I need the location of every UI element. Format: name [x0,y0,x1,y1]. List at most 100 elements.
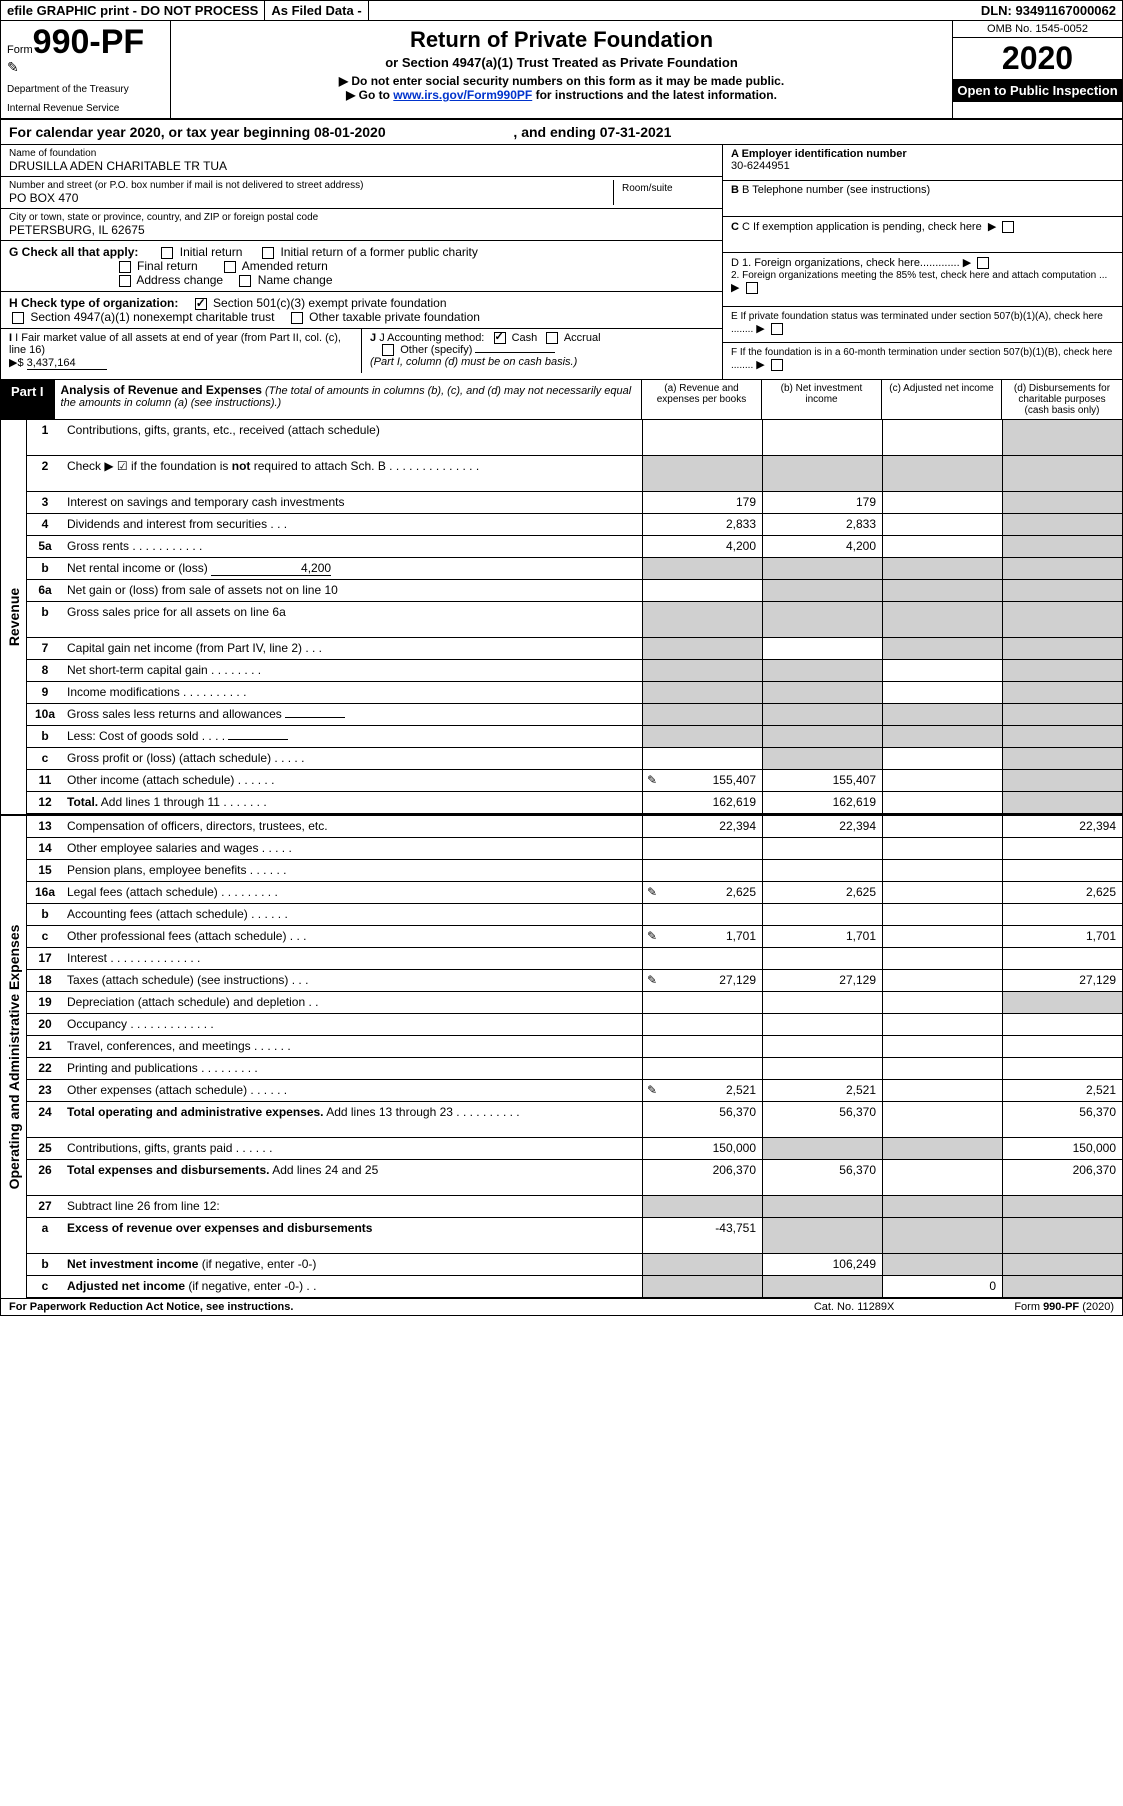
h-other-checkbox[interactable] [291,312,303,324]
e-checkbox[interactable] [771,323,783,335]
header-left: Form990-PF ✎ Department of the Treasury … [1,21,171,118]
cell-b [762,602,882,637]
cell-b: 179 [762,492,882,513]
table-row: bGross sales price for all assets on lin… [27,602,1122,638]
cell-c [882,838,1002,859]
d2-label: 2. Foreign organizations meeting the 85%… [731,270,1107,281]
row-label: Total operating and administrative expen… [63,1102,642,1137]
h-4947: Section 4947(a)(1) nonexempt charitable … [30,310,274,324]
cell-d [1002,682,1122,703]
cal-begin: For calendar year 2020, or tax year begi… [9,124,386,140]
col-b-head: (b) Net investment income [762,380,882,419]
row-number: b [27,558,63,579]
f-checkbox[interactable] [771,359,783,371]
cell-c [882,770,1002,791]
cal-end: , and ending 07-31-2021 [513,124,671,140]
c-label: C If exemption application is pending, c… [742,221,982,233]
cell-c [882,748,1002,769]
row-number: 20 [27,1014,63,1035]
row-label: Subtract line 26 from line 12: [63,1196,642,1217]
d2-checkbox[interactable] [746,282,758,294]
c-checkbox[interactable] [1002,221,1014,233]
table-row: 26Total expenses and disbursements. Add … [27,1160,1122,1196]
irs-link[interactable]: www.irs.gov/Form990PF [393,88,532,102]
cell-d: 56,370 [1002,1102,1122,1137]
dept-irs: Internal Revenue Service [7,103,164,114]
g-address-checkbox[interactable] [119,275,131,287]
j-other-checkbox[interactable] [382,344,394,356]
revenue-label: Revenue [6,588,22,646]
schedule-icon[interactable]: ✎ [647,1083,657,1097]
j-cash-checkbox[interactable] [494,332,506,344]
row-label: Contributions, gifts, grants, etc., rece… [63,420,642,455]
cell-a [642,1058,762,1079]
row-number: b [27,1254,63,1275]
row-number: b [27,602,63,637]
g-initial-checkbox[interactable] [161,247,173,259]
g-initial-former-checkbox[interactable] [262,247,274,259]
cell-a: -43,751 [642,1218,762,1253]
table-row: bNet rental income or (loss) 4,200 [27,558,1122,580]
e-label: E If private foundation status was termi… [731,311,1103,335]
cell-c [882,816,1002,837]
cell-a: 22,394 [642,816,762,837]
row-number: a [27,1218,63,1253]
cell-a: ✎155,407 [642,770,762,791]
d1-label: D 1. Foreign organizations, check here..… [731,257,960,269]
g-name: Name change [258,273,333,287]
table-row: 16aLegal fees (attach schedule) . . . . … [27,882,1122,904]
cell-c [882,1080,1002,1101]
table-row: 25Contributions, gifts, grants paid . . … [27,1138,1122,1160]
d1-checkbox[interactable] [977,257,989,269]
cell-b [762,860,882,881]
i-cell: I I Fair market value of all assets at e… [1,329,362,373]
cell-d [1002,580,1122,601]
row-number: 10a [27,704,63,725]
cell-c [882,682,1002,703]
schedule-icon[interactable]: ✎ [647,773,657,787]
cell-d: 27,129 [1002,970,1122,991]
table-row: cOther professional fees (attach schedul… [27,926,1122,948]
schedule-icon[interactable]: ✎ [647,929,657,943]
row-number: 26 [27,1160,63,1195]
table-row: 21Travel, conferences, and meetings . . … [27,1036,1122,1058]
table-row: aExcess of revenue over expenses and dis… [27,1218,1122,1254]
schedule-icon[interactable]: ✎ [647,885,657,899]
goto-link-line: ▶ Go to www.irs.gov/Form990PF for instru… [179,88,944,102]
cell-a [642,456,762,491]
ssn-notice: ▶ Do not enter social security numbers o… [179,74,944,88]
row-label: Excess of revenue over expenses and disb… [63,1218,642,1253]
cell-b: 4,200 [762,536,882,557]
cell-d [1002,514,1122,535]
table-row: bLess: Cost of goods sold . . . . [27,726,1122,748]
form-subtitle: or Section 4947(a)(1) Trust Treated as P… [179,55,944,70]
row-number: c [27,748,63,769]
row-label: Net rental income or (loss) 4,200 [63,558,642,579]
j-label: J Accounting method: [379,332,484,344]
g-final-checkbox[interactable] [119,261,131,273]
revenue-side: Revenue [1,420,27,814]
h-501c3-checkbox[interactable] [195,298,207,310]
cell-c [882,1160,1002,1195]
col-c-head: (c) Adjusted net income [882,380,1002,419]
cell-b [762,1014,882,1035]
schedule-icon[interactable]: ✎ [647,973,657,987]
cell-c [882,638,1002,659]
g-amended-checkbox[interactable] [224,261,236,273]
g-name-checkbox[interactable] [239,275,251,287]
top-bar: efile GRAPHIC print - DO NOT PROCESS As … [1,1,1122,21]
cell-a [642,1254,762,1275]
foundation-name: DRUSILLA ADEN CHARITABLE TR TUA [9,159,714,173]
h-4947-checkbox[interactable] [12,312,24,324]
j-accrual-checkbox[interactable] [546,332,558,344]
row-label: Check ▶ ☑ if the foundation is not requi… [63,456,642,491]
cell-c [882,704,1002,725]
cell-d [1002,536,1122,557]
part1-title: Analysis of Revenue and Expenses (The to… [55,380,642,419]
expenses-label: Operating and Administrative Expenses [6,925,22,1190]
table-row: 8Net short-term capital gain . . . . . .… [27,660,1122,682]
cell-c [882,970,1002,991]
g-label: G Check all that apply: [9,245,138,259]
row-label: Interest . . . . . . . . . . . . . . [63,948,642,969]
row-number: 9 [27,682,63,703]
